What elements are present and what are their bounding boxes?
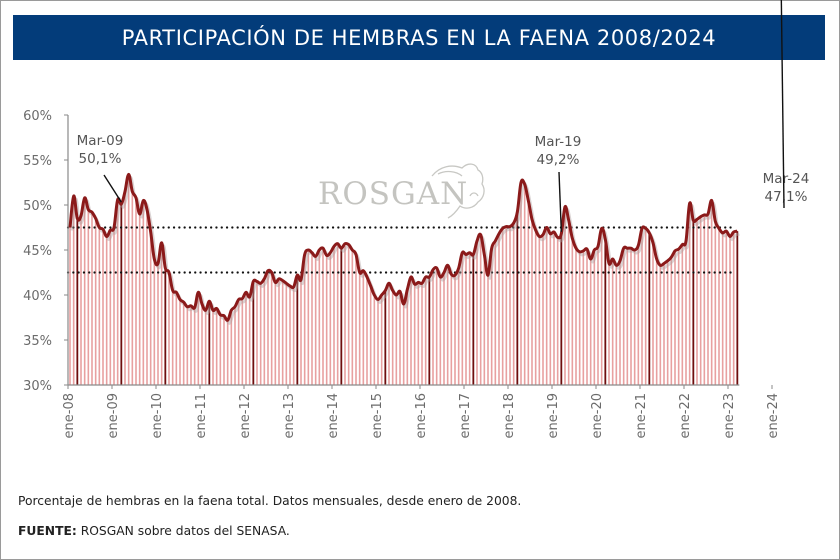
- annotation-date: Mar-19: [535, 134, 582, 150]
- x-tick-label: ene-15: [370, 393, 385, 438]
- x-tick-label: ene-09: [106, 393, 121, 438]
- x-tick-label: ene-12: [238, 393, 253, 438]
- source-text: ROSGAN sobre datos del SENASA.: [76, 524, 290, 538]
- y-tick-label: 40%: [23, 289, 52, 304]
- x-tick-label: ene-08: [62, 393, 77, 438]
- x-tick-label: ene-20: [590, 393, 605, 438]
- y-tick-label: 50%: [23, 199, 52, 214]
- watermark-text: ROSGAN: [318, 176, 468, 212]
- chart-source: FUENTE: ROSGAN sobre datos del SENASA.: [18, 524, 290, 538]
- cow-head-icon: [431, 163, 485, 219]
- x-tick-label: ene-21: [634, 393, 649, 438]
- x-tick-label: ene-18: [502, 393, 517, 438]
- reference-lines: [66, 226, 737, 274]
- chart-caption: Porcentaje de hembras en la faena total.…: [18, 494, 522, 508]
- x-tick-label: ene-19: [546, 393, 561, 438]
- x-axis-ticks: ene-08 ene-09 ene-10 ene-11 ene-12 ene-13 ene-…: [62, 385, 781, 438]
- annotation-leader: [103, 174, 122, 203]
- x-tick-label: ene-16: [414, 393, 429, 438]
- series-line: [68, 172, 738, 322]
- x-tick-label: ene-11: [194, 393, 209, 438]
- annotation-value: 49,2%: [537, 152, 580, 168]
- y-tick-label: 30%: [23, 379, 52, 394]
- source-label: FUENTE:: [18, 524, 77, 538]
- rosgan-watermark: ROSGAN: [318, 163, 485, 219]
- chart-title-bar: PARTICIPACIÓN DE HEMBRAS EN LA FAENA 200…: [13, 15, 825, 60]
- x-tick-label: ene-24: [766, 393, 781, 438]
- y-tick-label: 60%: [23, 109, 52, 124]
- y-tick-label: 45%: [23, 244, 52, 259]
- x-tick-label: ene-17: [458, 393, 473, 438]
- monthly-bars: [69, 174, 739, 385]
- y-tick-label: 55%: [23, 154, 52, 169]
- annotations: Mar-09 50,1% Mar-19 49,2% Mar-24 47,1%: [77, 0, 810, 232]
- annotation-value: 50,1%: [79, 151, 122, 167]
- annotation-leader: [558, 171, 563, 232]
- x-tick-label: ene-22: [678, 393, 693, 438]
- annotation-date: Mar-09: [77, 133, 124, 149]
- series-line-path: [68, 172, 738, 322]
- chart-title: PARTICIPACIÓN DE HEMBRAS EN LA FAENA 200…: [121, 25, 717, 50]
- annotation-date: Mar-24: [763, 171, 810, 187]
- annotation-leader: [780, 0, 785, 209]
- x-tick-label: ene-10: [150, 393, 165, 438]
- y-axis-ticks: 30% 35% 40% 45% 50% 55% 60%: [23, 109, 68, 394]
- x-tick-label: ene-13: [282, 393, 297, 438]
- x-tick-label: ene-14: [326, 393, 341, 438]
- annotation-value: 47,1%: [765, 189, 808, 205]
- y-tick-label: 35%: [23, 334, 52, 349]
- x-tick-label: ene-23: [722, 393, 737, 438]
